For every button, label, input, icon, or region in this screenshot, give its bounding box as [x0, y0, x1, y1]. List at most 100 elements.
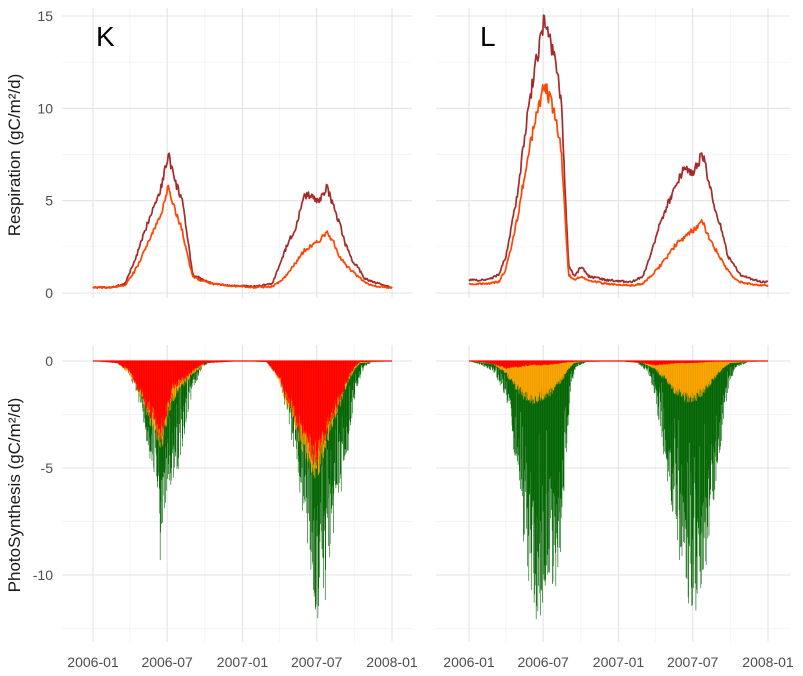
photosynthesis-bar	[702, 361, 704, 506]
photosynthesis-bar	[503, 361, 504, 393]
photosynthesis-bar	[333, 361, 334, 533]
photosynthesis-bar	[650, 361, 651, 377]
photosynthesis-bar	[546, 361, 548, 394]
photosynthesis-bar	[574, 361, 575, 370]
photosynthesis-bar	[181, 361, 183, 410]
photosynthesis-bar	[496, 361, 498, 378]
photosynthesis-bar	[710, 361, 712, 465]
photosynthesis-bar	[333, 361, 335, 482]
photosynthesis-bar	[699, 361, 701, 363]
photosynthesis-bar	[366, 361, 368, 365]
photosynthesis-bar	[110, 361, 112, 363]
photosynthesis-bar	[330, 361, 331, 494]
photosynthesis-bar	[297, 361, 298, 423]
photosynthesis-bar	[739, 361, 741, 366]
photosynthesis-bar	[483, 361, 484, 363]
photosynthesis-bar	[147, 361, 149, 403]
photosynthesis-bar	[359, 361, 361, 364]
photosynthesis-bar	[733, 361, 735, 363]
photosynthesis-bar	[334, 361, 336, 407]
photosynthesis-bar	[134, 361, 136, 382]
photosynthesis-bar	[169, 361, 171, 456]
photosynthesis-bar	[358, 361, 359, 377]
photosynthesis-bar	[487, 361, 488, 369]
photosynthesis-bar	[283, 361, 284, 389]
photosynthesis-bar	[358, 361, 359, 364]
photosynthesis-bar	[502, 361, 504, 367]
photosynthesis-bar	[542, 361, 544, 486]
photosynthesis-bar	[661, 361, 663, 365]
photosynthesis-bar	[527, 361, 529, 366]
photosynthesis-bar	[484, 361, 486, 363]
photosynthesis-bar	[520, 361, 521, 368]
photosynthesis-bar	[660, 361, 661, 365]
photosynthesis-bar	[683, 361, 684, 542]
photosynthesis-bar	[507, 361, 508, 377]
photosynthesis-bar	[214, 361, 216, 363]
photosynthesis-bar	[640, 361, 641, 366]
photosynthesis-bar	[689, 361, 691, 364]
photosynthesis-bar	[312, 361, 313, 455]
photosynthesis-bar	[508, 361, 510, 379]
photosynthesis-bar	[539, 361, 540, 544]
photosynthesis-bar	[697, 361, 698, 390]
photosynthesis-bar	[738, 361, 740, 366]
photosynthesis-bar	[491, 361, 492, 365]
photosynthesis-bar	[356, 361, 357, 381]
photosynthesis-bar	[726, 361, 727, 402]
photosynthesis-bar	[515, 361, 517, 368]
photosynthesis-bar	[175, 361, 177, 388]
photosynthesis-bar	[131, 361, 133, 376]
photosynthesis-bar	[309, 361, 310, 452]
photosynthesis-bar	[720, 361, 721, 371]
photosynthesis-bar	[562, 361, 564, 460]
photosynthesis-bar	[677, 361, 678, 541]
photosynthesis-bar	[558, 361, 559, 521]
photosynthesis-bar	[701, 361, 702, 517]
photosynthesis-bar	[653, 361, 655, 394]
photosynthesis-bar	[682, 361, 684, 363]
photosynthesis-bar	[512, 361, 513, 432]
photosynthesis-bar	[126, 361, 128, 369]
photosynthesis-bar	[193, 361, 195, 370]
photosynthesis-bar	[698, 361, 699, 363]
photosynthesis-bar	[538, 361, 540, 365]
photosynthesis-bar	[549, 361, 550, 390]
photosynthesis-bar	[658, 361, 659, 373]
panel-label-K: K	[96, 21, 115, 52]
photosynthesis-bar	[662, 361, 664, 393]
photosynthesis-bar	[718, 361, 719, 437]
photosynthesis-bar	[572, 361, 573, 377]
photosynthesis-bar	[558, 361, 560, 513]
photosynthesis-bar	[675, 361, 676, 464]
photosynthesis-bar	[483, 361, 485, 367]
photosynthesis-bar	[320, 361, 322, 438]
photosynthesis-bar	[339, 361, 340, 394]
photosynthesis-bar	[680, 361, 681, 392]
photosynthesis-bar	[272, 361, 273, 370]
photosynthesis-bar	[485, 361, 486, 367]
photosynthesis-bar	[564, 361, 565, 375]
photosynthesis-bar	[170, 361, 172, 481]
photosynthesis-bar	[645, 361, 647, 369]
photosynthesis-bar	[116, 361, 118, 363]
photosynthesis-bar	[544, 361, 545, 566]
photosynthesis-bar	[726, 361, 728, 366]
photosynthesis-bar	[364, 361, 366, 366]
photosynthesis-bar	[701, 361, 702, 363]
photosynthesis-bar	[117, 361, 118, 364]
photosynthesis-bar	[558, 361, 560, 385]
photosynthesis-bar	[554, 361, 555, 496]
x-tick-labels: 2006-01 2006-07 2007-01 2007-07 2008-01 2006-…	[67, 654, 794, 670]
photosynthesis-bar	[536, 361, 537, 607]
photosynthesis-bar	[717, 361, 718, 464]
photosynthesis-bar	[315, 361, 317, 466]
photosynthesis-bar	[657, 361, 658, 365]
photosynthesis-bar	[174, 361, 175, 468]
photosynthesis-bar	[546, 361, 548, 431]
photosynthesis-bar	[490, 361, 492, 368]
photosynthesis-bar	[657, 361, 659, 407]
photosynthesis-bar	[284, 361, 286, 398]
photosynthesis-bar	[488, 361, 489, 364]
photosynthesis-bar	[517, 361, 519, 386]
